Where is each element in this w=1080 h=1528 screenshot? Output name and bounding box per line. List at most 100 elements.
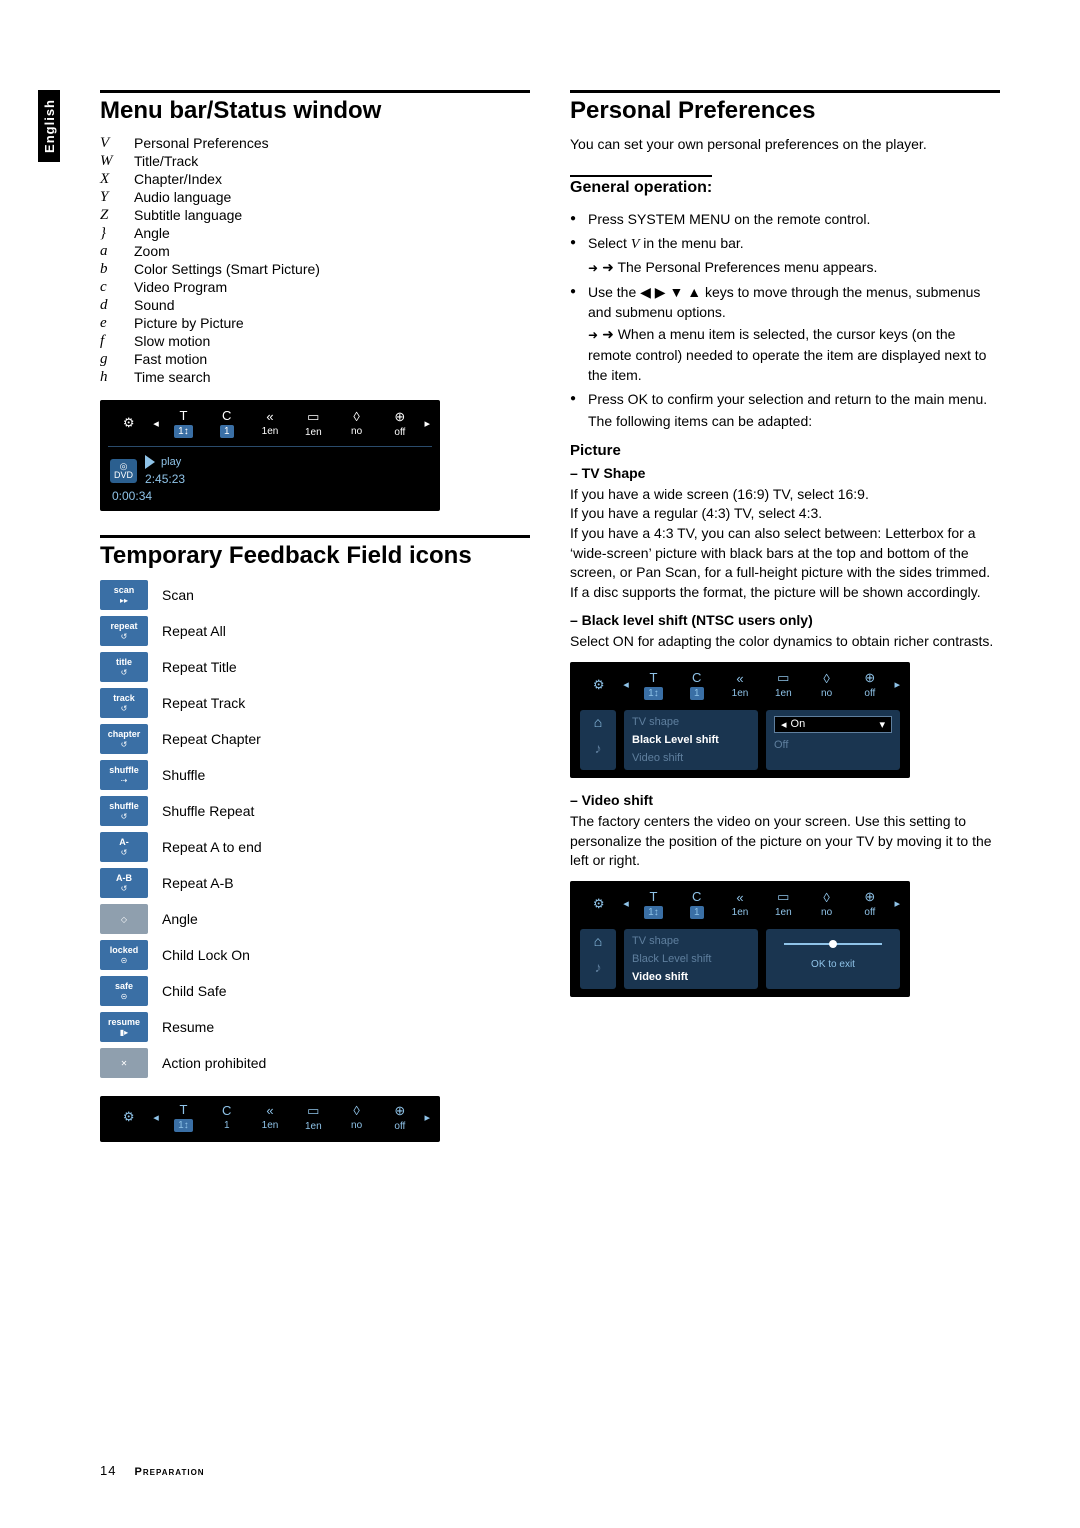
menu-label: Angle <box>134 225 170 242</box>
panel-list-item[interactable]: TV shape <box>632 935 750 947</box>
slider-knob[interactable] <box>829 940 837 948</box>
menu-item: ZSubtitle language <box>100 207 530 224</box>
menubar-cell: ⚙ <box>110 1109 147 1125</box>
menu-label: Chapter/Index <box>134 171 222 188</box>
menu-key: e <box>100 315 118 332</box>
time-elapsed: 2:45:23 <box>145 472 185 486</box>
black-level-screenshot: ⚙◂T1↕C1«1en▭1en◊no⊕off▸ ⌂ ♪ TV shapeBlac… <box>570 662 910 778</box>
feedback-icon: ✕ <box>100 1048 148 1078</box>
heading-preferences: Personal Preferences <box>570 90 1000 125</box>
feedback-label: Angle <box>162 911 198 927</box>
feedback-label: Repeat A to end <box>162 839 262 855</box>
menu-item: }Angle <box>100 225 530 242</box>
menubar-icon: T <box>649 670 657 685</box>
panel-list-item[interactable]: Video shift <box>632 752 750 764</box>
sound-icon: ♪ <box>595 959 602 975</box>
dvd-badge: ◎DVD <box>110 459 137 483</box>
menubar-cell: T1↕ <box>165 408 202 438</box>
menu-item-list: VPersonal PreferencesWTitle/TrackXChapte… <box>100 135 530 386</box>
menu-item: fSlow motion <box>100 333 530 350</box>
tvshape-text: If you have a wide screen (16:9) TV, sel… <box>570 485 1000 603</box>
shot3-panel: ⌂ ♪ TV shape Black Level shift Video shift… <box>580 929 900 989</box>
page-number: 14 <box>100 1463 116 1478</box>
arrow-cursor: ➜ When a menu item is selected, the curs… <box>588 324 1000 385</box>
on-dropdown[interactable]: ◂ On ▾ <box>774 716 892 733</box>
menu-item: cVideo Program <box>100 279 530 296</box>
left-column: Menu bar/Status window VPersonal Prefere… <box>100 90 530 1152</box>
menubar-icon: ▭ <box>307 1103 319 1119</box>
feedback-label: Shuffle <box>162 767 205 783</box>
footer-title: Preparation <box>135 1466 205 1478</box>
menubar-cell: ⊕off <box>381 1103 418 1132</box>
panel-list-item[interactable]: Black Level shift <box>632 953 750 965</box>
menubar-label: 1en <box>732 907 749 918</box>
menubar-icon: ▭ <box>777 889 789 905</box>
menubar-icon: ⚙ <box>123 415 135 431</box>
menubar-icon: ◊ <box>353 1103 359 1118</box>
bullet-press-ok: Press OK to confirm your selection and r… <box>570 389 1000 432</box>
menubar-label: 1en <box>732 688 749 699</box>
menubar-label: off <box>394 1121 405 1132</box>
menubar-cell: ▭1en <box>295 409 332 438</box>
feedback-row: shuffle↺Shuffle Repeat <box>100 796 530 826</box>
feedback-icon: repeat↺ <box>100 616 148 646</box>
feedback-label: Repeat Title <box>162 659 237 675</box>
menu-item: VPersonal Preferences <box>100 135 530 152</box>
menubar-label: 1en <box>262 1120 279 1131</box>
pref-intro: You can set your own personal preference… <box>570 135 1000 155</box>
menubar-label: no <box>351 426 362 437</box>
feedback-row: locked⊝Child Lock On <box>100 940 530 970</box>
feedback-icon: scan▸▸ <box>100 580 148 610</box>
menubar-label: off <box>864 907 875 918</box>
feedback-row: ◇Angle <box>100 904 530 934</box>
arrow-pref-appears: ➜ The Personal Preferences menu appears. <box>588 257 1000 277</box>
menu-item: gFast motion <box>100 351 530 368</box>
shot2-right: ◂ On ▾ Off <box>766 710 900 770</box>
feedback-row: A-↺Repeat A to end <box>100 832 530 862</box>
panel-list-item[interactable]: Black Level shift <box>632 734 750 746</box>
black-level-text: Select ON for adapting the color dynamic… <box>570 632 1000 652</box>
menubar-icon: ▭ <box>307 409 319 425</box>
menubar-cell: C1 <box>208 1103 245 1131</box>
menubar-cell: C1 <box>678 670 715 700</box>
shot1-playblock: ◎DVD play 2:45:23 <box>110 455 430 486</box>
menubar-cell: «1en <box>721 890 758 918</box>
feedback-row: shuffle⇢Shuffle <box>100 760 530 790</box>
menu-item: YAudio language <box>100 189 530 206</box>
feedback-row: track↺Repeat Track <box>100 688 530 718</box>
menubar-label: off <box>394 427 405 438</box>
shot3-left-icons: ⌂ ♪ <box>580 929 616 989</box>
shot2-menubar: ⚙◂T1↕C1«1en▭1en◊no⊕off▸ <box>580 670 900 704</box>
menubar-icon: ◊ <box>823 671 829 686</box>
b4: Press OK to confirm your selection and r… <box>588 391 987 407</box>
menu-item: bColor Settings (Smart Picture) <box>100 261 530 278</box>
dvd-label: DVD <box>114 470 133 480</box>
panel-list-item[interactable]: Video shift <box>632 971 750 983</box>
menubar-cell: «1en <box>251 1103 288 1131</box>
menu-label: Picture by Picture <box>134 315 244 332</box>
shot2-list: TV shape Black Level shift Video shift <box>624 710 758 770</box>
menu-key: a <box>100 243 118 260</box>
video-shift-slider[interactable] <box>784 943 882 945</box>
menubar-cell: ▭1en <box>765 889 802 918</box>
feedback-icon: shuffle↺ <box>100 796 148 826</box>
menubar-label: 1en <box>775 688 792 699</box>
off-value: Off <box>774 739 892 751</box>
menu-key: V <box>100 135 118 152</box>
heading-picture: Picture <box>570 442 1000 459</box>
menu-item: dSound <box>100 297 530 314</box>
feedback-icon: locked⊝ <box>100 940 148 970</box>
menubar-icon: C <box>222 408 231 423</box>
heading-black-level: – Black level shift (NTSC users only) <box>570 612 1000 628</box>
menubar-icon: C <box>692 889 701 904</box>
feedback-row: ✕Action prohibited <box>100 1048 530 1078</box>
right-column: Personal Preferences You can set your ow… <box>570 90 1000 1152</box>
menubar-cell: ◊no <box>808 671 845 699</box>
menubar-icon: « <box>266 409 273 424</box>
language-tab: English <box>38 90 60 162</box>
shot2-panel: ⌂ ♪ TV shapeBlack Level shiftVideo shift… <box>580 710 900 770</box>
menubar-icon: T <box>179 408 187 423</box>
video-shift-screenshot: ⚙◂T1↕C1«1en▭1en◊no⊕off▸ ⌂ ♪ TV shapeBlac… <box>570 881 910 997</box>
tv-icon: ⌂ <box>594 714 602 730</box>
panel-list-item[interactable]: TV shape <box>632 716 750 728</box>
